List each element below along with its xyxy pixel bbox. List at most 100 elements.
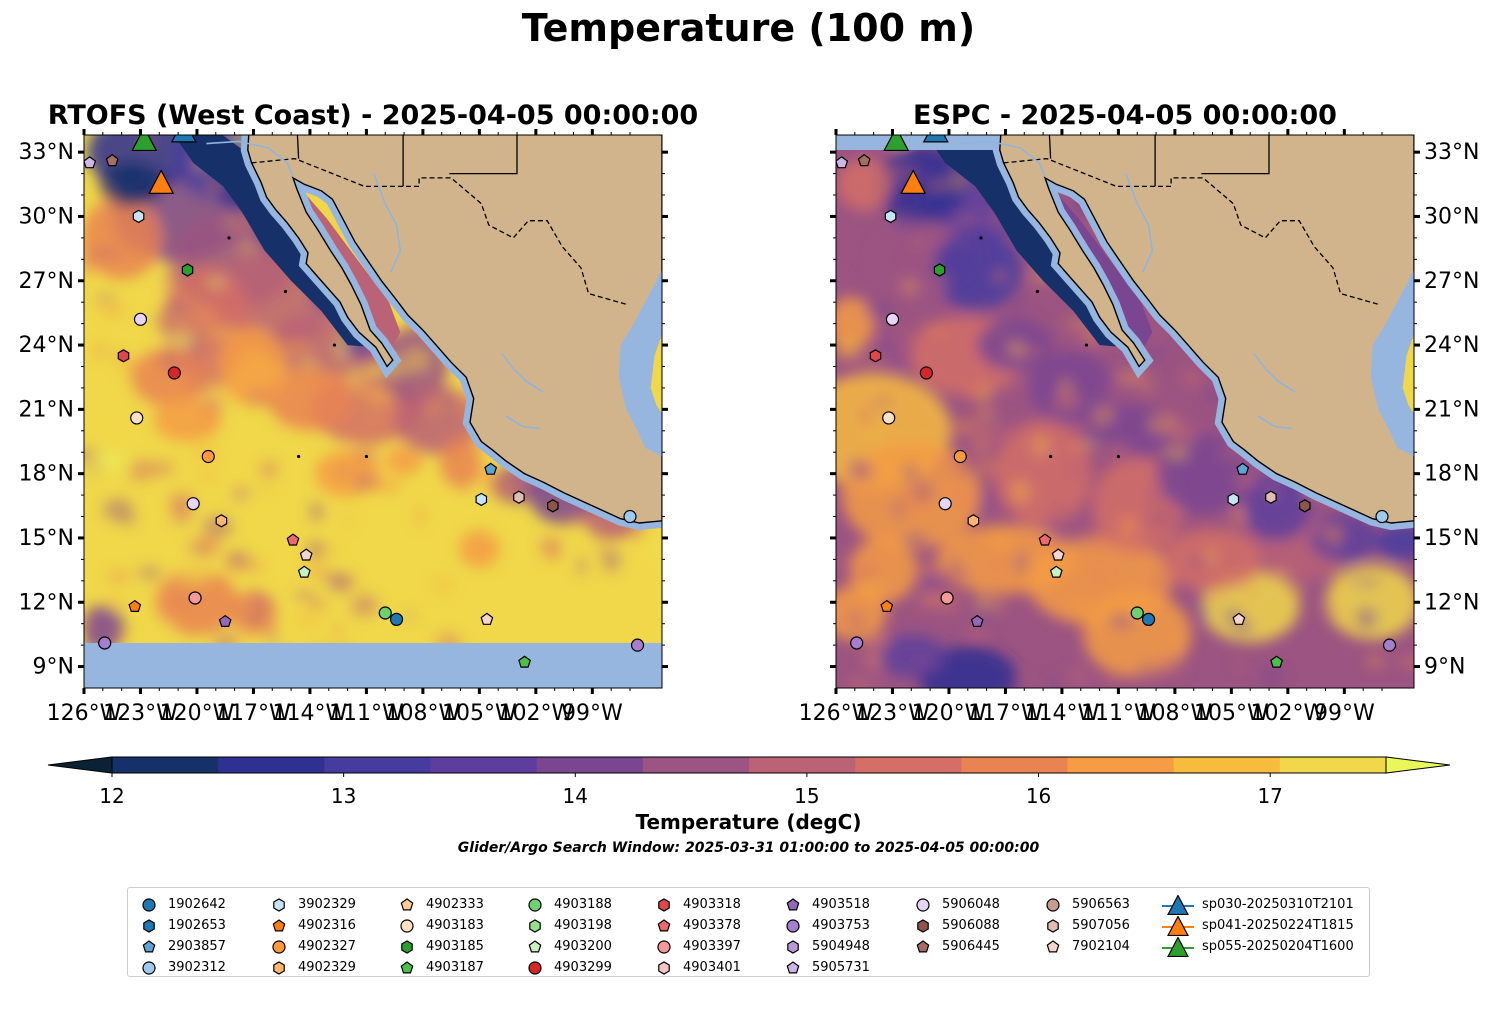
legend-swatch-pentagon [272,918,286,931]
y-tick-label: 12°N [1424,590,1479,615]
legend-swatch-circle [657,939,671,954]
legend-entry: 5906088 [912,915,1000,936]
colorbar-segment [430,757,538,773]
legend-label: 4903518 [812,897,870,912]
y-tick-label: 15°N [1424,526,1479,551]
legend-entry: 4903378 [653,915,741,936]
island [227,236,231,240]
float-marker-4903518 [970,614,984,627]
float-marker-4903397 [940,591,954,605]
rtofs-nodata-area [84,642,662,688]
x-tick-label: 126°W [47,701,122,726]
legend-entry: 3902312 [138,957,226,978]
legend-entry: 4903401 [653,957,741,978]
legend-marker-circle [786,918,800,933]
legend-label: 5906048 [942,897,1000,912]
legend-marker-triangle [1167,915,1189,936]
float-marker-3902329 [884,209,897,224]
legend-label: 4903185 [426,939,484,954]
glider-marker-sp041-20250224T1815 [148,169,175,194]
legend-entry: 4903753 [782,915,870,936]
nodata-strip [84,642,662,688]
legend-swatch-hexagon [143,918,155,933]
legend-swatch-pentagon [400,897,414,910]
colorbar-segment [536,757,644,773]
x-tick-label: 99°W [562,701,623,726]
float-marker-4903187 [1270,655,1284,668]
float-marker-4903299 [919,366,933,380]
legend-marker-pentagon [916,939,930,952]
legend-entry: 2903857 [138,936,226,957]
legend-entry: 4902329 [268,957,356,978]
legend-label: 4902327 [298,939,356,954]
float-marker-3902329 [1227,492,1240,507]
x-tick-label: 108°W [1138,701,1213,726]
colorbar-label: Temperature (degC) [635,810,862,834]
x-tick-label: 114°W [1025,701,1100,726]
float-marker-5905731 [84,156,97,169]
legend-entry: 1902653 [138,915,226,936]
legend-column: 4902333 4903183 4903185 4903187 [396,894,484,978]
x-tick-label: 117°W [968,701,1043,726]
legend-entry: sp030-20250310T2101 [1162,894,1354,915]
legend-marker-circle [1046,897,1060,912]
river [501,353,544,393]
legend-swatch-circle [916,897,930,912]
legend-marker-hexagon [273,897,285,912]
legend-marker-circle [916,897,930,912]
legend-swatch-hexagon [787,939,799,954]
legend-column: 5906563 5907056 7902104 [1042,894,1130,957]
river [373,173,402,273]
glider-marker-sp055-20250204T1600 [131,135,158,152]
legend-swatch-hexagon [1047,918,1059,933]
legend-swatch-hexagon [529,918,541,933]
legend-label: 4903198 [554,918,612,933]
y-tick-label: 12°N [19,590,74,615]
island [297,454,301,459]
colorbar-segment [112,757,219,773]
float-marker-4903397 [188,591,202,605]
legend-marker-hexagon [529,918,541,933]
y-tick-label: 15°N [19,526,74,551]
float-marker-4903318 [869,349,882,363]
x-tick-label: 105°W [442,701,517,726]
espc-land [958,135,1414,531]
float-marker-3902329 [475,492,488,507]
legend-swatch-hexagon [273,897,285,912]
legend-entry: 4902316 [268,915,356,936]
island [1116,454,1121,459]
colorbar-tick-label: 16 [1026,784,1051,808]
legend-entry: sp055-20250204T1600 [1162,936,1354,957]
x-tick-label: 114°W [273,701,348,726]
y-tick-label: 27°N [1424,269,1479,294]
legend-label: 4903183 [426,918,484,933]
espc-map-panel: 126°W123°W120°W117°W114°W111°W108°W105°W… [799,129,1479,726]
legend-marker-pentagon [786,897,800,910]
float-marker-5907056 [1265,490,1277,504]
mainland [247,135,662,524]
espc-temperature-field [836,135,1414,688]
legend-entry: 5907056 [1042,915,1130,936]
rtofs-axis-ticks: 126°W123°W120°W117°W114°W111°W108°W105°W… [19,129,668,726]
rtofs-map-panel: 126°W123°W120°W117°W114°W111°W108°W105°W… [19,129,668,726]
legend-label: 4902316 [298,918,356,933]
island [332,343,337,347]
colorbar-extend-low [47,756,113,774]
legend-entry: 4903198 [524,915,612,936]
rtofs-panel-title: RTOFS (West Coast) - 2025-04-05 00:00:00 [47,100,699,131]
legend-swatch-hexagon [917,918,929,933]
east-coast-warm [650,334,662,414]
float-marker-5905731 [836,156,849,169]
state-border [1201,135,1270,175]
legend-swatch-circle [272,939,286,954]
legend-entry: 5904948 [782,936,870,957]
legend-entry: 5906563 [1042,894,1130,915]
legend-swatch-hexagon [658,897,670,912]
colorbar-segment [324,757,431,773]
legend-label: 4902333 [426,897,484,912]
legend-label: 5907056 [1072,918,1130,933]
legend-marker-hexagon [401,939,413,954]
legend-marker-pentagon [142,939,156,952]
colorbar-segment [961,757,1068,773]
legend-swatch-circle [528,897,542,912]
